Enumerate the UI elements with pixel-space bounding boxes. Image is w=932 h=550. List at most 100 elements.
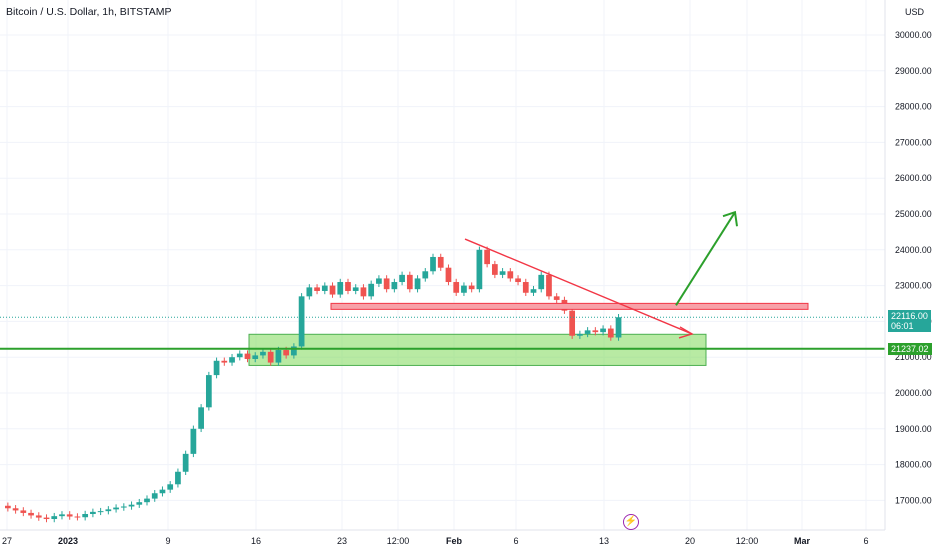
support-level-tag: 21237.02 (888, 342, 932, 355)
candle-body (468, 285, 475, 290)
candle-body (190, 428, 197, 454)
y-tick-label: 28000.00 (895, 102, 932, 112)
candle-body (82, 514, 89, 518)
candle-body (600, 328, 606, 333)
candle-body (414, 278, 421, 290)
candle-body (151, 493, 158, 499)
candle-body (430, 256, 436, 272)
candle-body (399, 274, 405, 283)
support-level-price: 21237.02 (891, 343, 929, 354)
candle-body (66, 514, 73, 517)
projection-arrowhead (722, 210, 738, 227)
candle-body (484, 249, 490, 265)
candle-body (499, 271, 506, 275)
y-tick-label: 23000.00 (895, 281, 932, 291)
x-tick-label: 6 (513, 536, 518, 546)
candle-body (522, 282, 529, 293)
candle-body (35, 515, 42, 518)
candle-body (538, 274, 545, 290)
y-tick-label: 17000.00 (895, 495, 932, 505)
x-tick-label: Mar (794, 536, 811, 546)
bar-countdown: 06:01 (891, 321, 914, 332)
y-tick-label: 20000.00 (895, 388, 932, 398)
symbol-title[interactable]: Bitcoin / U.S. Dollar, 1h, BITSTAMP (6, 6, 172, 18)
y-tick-label: 26000.00 (895, 173, 932, 183)
x-tick-label: 13 (599, 536, 609, 546)
candle-body (321, 285, 328, 291)
candle-body (352, 287, 359, 291)
candle-body (515, 278, 521, 283)
resistance-band (330, 302, 809, 310)
candle-body (383, 278, 390, 290)
candle-body (376, 278, 382, 284)
candle-body (51, 516, 58, 520)
trendline-arrowhead (678, 326, 694, 339)
candle-body (74, 516, 81, 518)
candle-body (43, 517, 50, 520)
x-tick-label: 23 (337, 536, 347, 546)
projection-arrow (675, 211, 736, 306)
candle-body (136, 502, 143, 505)
candle-body (553, 296, 560, 300)
candle-body (337, 282, 344, 295)
support-zone (248, 333, 707, 366)
candle-body (584, 330, 591, 334)
candle-body (113, 507, 119, 510)
support-zone-box (248, 333, 707, 366)
candle-body (306, 287, 313, 297)
descending-trendline (464, 238, 693, 335)
candle-body (422, 271, 429, 279)
candle-body (267, 351, 274, 363)
candle-body (182, 453, 189, 472)
candle-body (244, 353, 251, 359)
candle-body (252, 355, 259, 359)
x-tick-label: Feb (446, 536, 463, 546)
lightning-icon[interactable]: ⚡ (623, 514, 639, 530)
candle-body (105, 509, 112, 512)
candle-body (592, 330, 599, 333)
candle-body (90, 511, 96, 515)
candle-body (491, 264, 498, 275)
last-price-tag: 22116.00 06:01 (888, 310, 931, 333)
candle-body (569, 310, 576, 336)
candle-body (391, 282, 398, 290)
x-tick-label: 6 (863, 536, 868, 546)
candle-body (577, 333, 583, 336)
candle-body (298, 296, 305, 347)
y-tick-label: 19000.00 (895, 424, 932, 434)
x-tick-label: 12:00 (736, 536, 759, 546)
candle-body (461, 285, 467, 293)
y-tick-label: 30000.00 (895, 30, 932, 40)
candle-body (314, 287, 320, 291)
y-tick-label: 18000.00 (895, 460, 932, 470)
candle-body (345, 282, 351, 291)
candle-body (120, 506, 127, 508)
candle-body (607, 328, 614, 338)
candle-body (167, 484, 174, 490)
candle-body (275, 350, 282, 363)
candle-body (229, 357, 235, 363)
candle-body (530, 289, 537, 293)
drawings (0, 210, 885, 350)
candle-body (213, 360, 220, 376)
x-tick-label: 2023 (58, 536, 78, 546)
y-tick-label: 21000.00 (895, 352, 932, 362)
candle-body (12, 508, 19, 511)
y-tick-label: 27000.00 (895, 137, 932, 147)
x-tick-label: 16 (251, 536, 261, 546)
x-tick-label: 12:00 (387, 536, 410, 546)
x-tick-label: 27 (2, 536, 12, 546)
candle-body (260, 351, 266, 356)
candle-body (97, 511, 104, 513)
candle-body (198, 407, 204, 429)
candle-body (128, 504, 135, 507)
candle-body (159, 489, 166, 494)
x-tick-label: 20 (685, 536, 695, 546)
y-tick-label: 25000.00 (895, 209, 932, 219)
chart-grid (0, 0, 885, 530)
candle-body (59, 514, 65, 517)
candle-body (175, 471, 181, 485)
